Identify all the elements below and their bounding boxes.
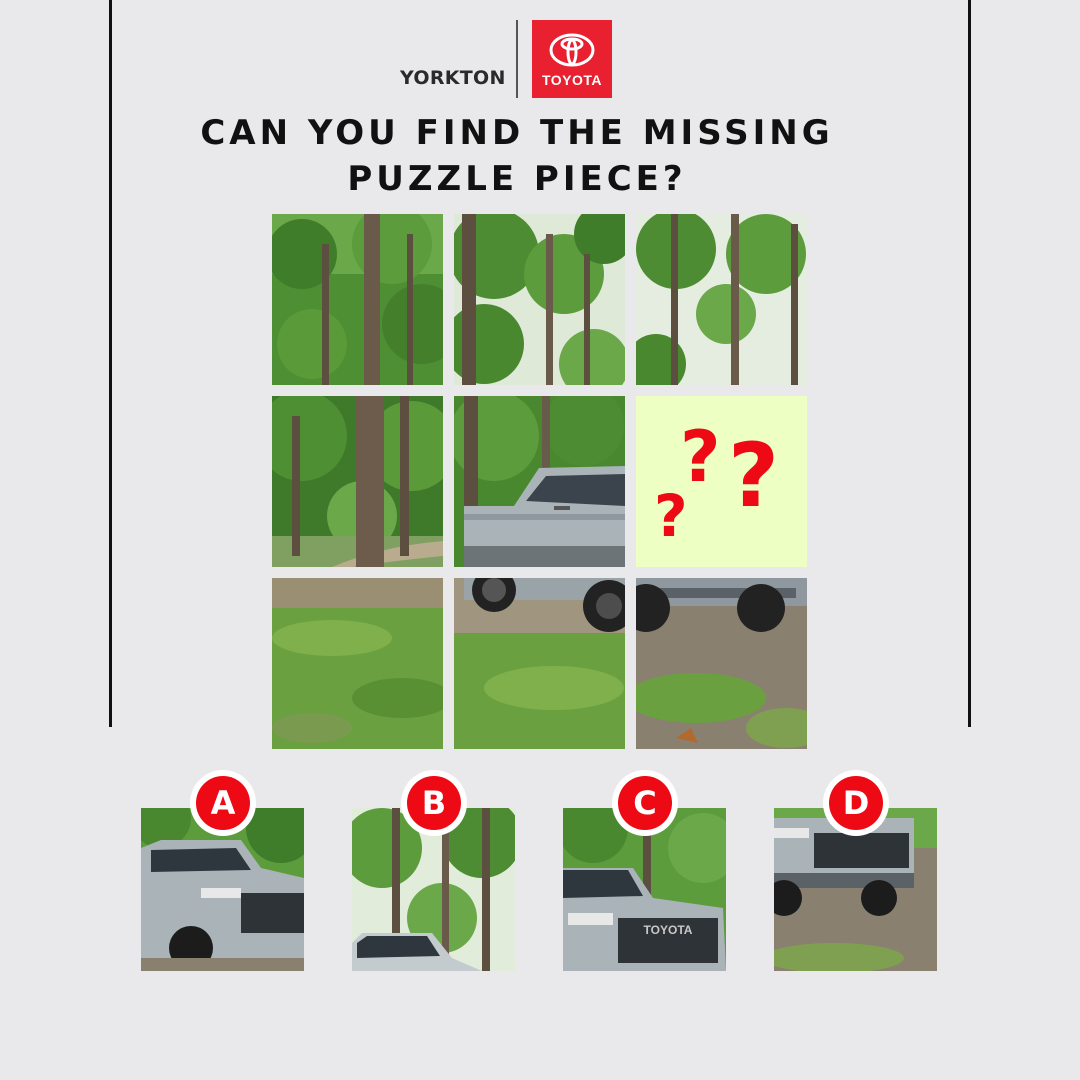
option-d-badge[interactable]: D (823, 770, 889, 836)
puzzle-tile-r2c1 (272, 396, 443, 567)
option-c-label[interactable]: C (618, 776, 672, 830)
puzzle-tile-r3c1 (272, 578, 443, 749)
missing-puzzle-tile[interactable]: ? ? ? (636, 396, 807, 567)
puzzle-tile-r2c2 (454, 396, 625, 567)
puzzle-tile-r3c3 (636, 578, 807, 749)
brand-divider (516, 20, 518, 98)
option-b-label[interactable]: B (407, 776, 461, 830)
left-frame-line (109, 0, 112, 727)
dealer-name: YORKTON (400, 67, 506, 89)
option-b-badge[interactable]: B (401, 770, 467, 836)
title-line-2: PUZZLE PIECE? (347, 159, 687, 199)
puzzle-tile-r1c2 (454, 214, 625, 385)
grille-text: TOYOTA (644, 923, 693, 937)
puzzle-tile-r1c3 (636, 214, 807, 385)
question-mark-icon: ? (680, 416, 721, 498)
puzzle-grid: ? ? ? (272, 214, 807, 749)
option-d-label[interactable]: D (829, 776, 883, 830)
puzzle-tile-r1c1 (272, 214, 443, 385)
toyota-logo-word: TOYOTA (541, 72, 603, 88)
brand-header: YORKTON TOYOTA (400, 20, 612, 98)
toyota-logo: TOYOTA (532, 20, 612, 98)
option-a-label[interactable]: A (196, 776, 250, 830)
right-frame-line (968, 0, 971, 727)
title-line-1: CAN YOU FIND THE MISSING (200, 113, 834, 153)
option-a-badge[interactable]: A (190, 770, 256, 836)
page-title: CAN YOU FIND THE MISSING PUZZLE PIECE? (0, 110, 1034, 202)
question-mark-icon: ? (728, 424, 779, 527)
toyota-emblem-icon (549, 33, 595, 67)
question-mark-icon: ? (654, 482, 688, 550)
option-c-badge[interactable]: C (612, 770, 678, 836)
puzzle-tile-r3c2 (454, 578, 625, 749)
